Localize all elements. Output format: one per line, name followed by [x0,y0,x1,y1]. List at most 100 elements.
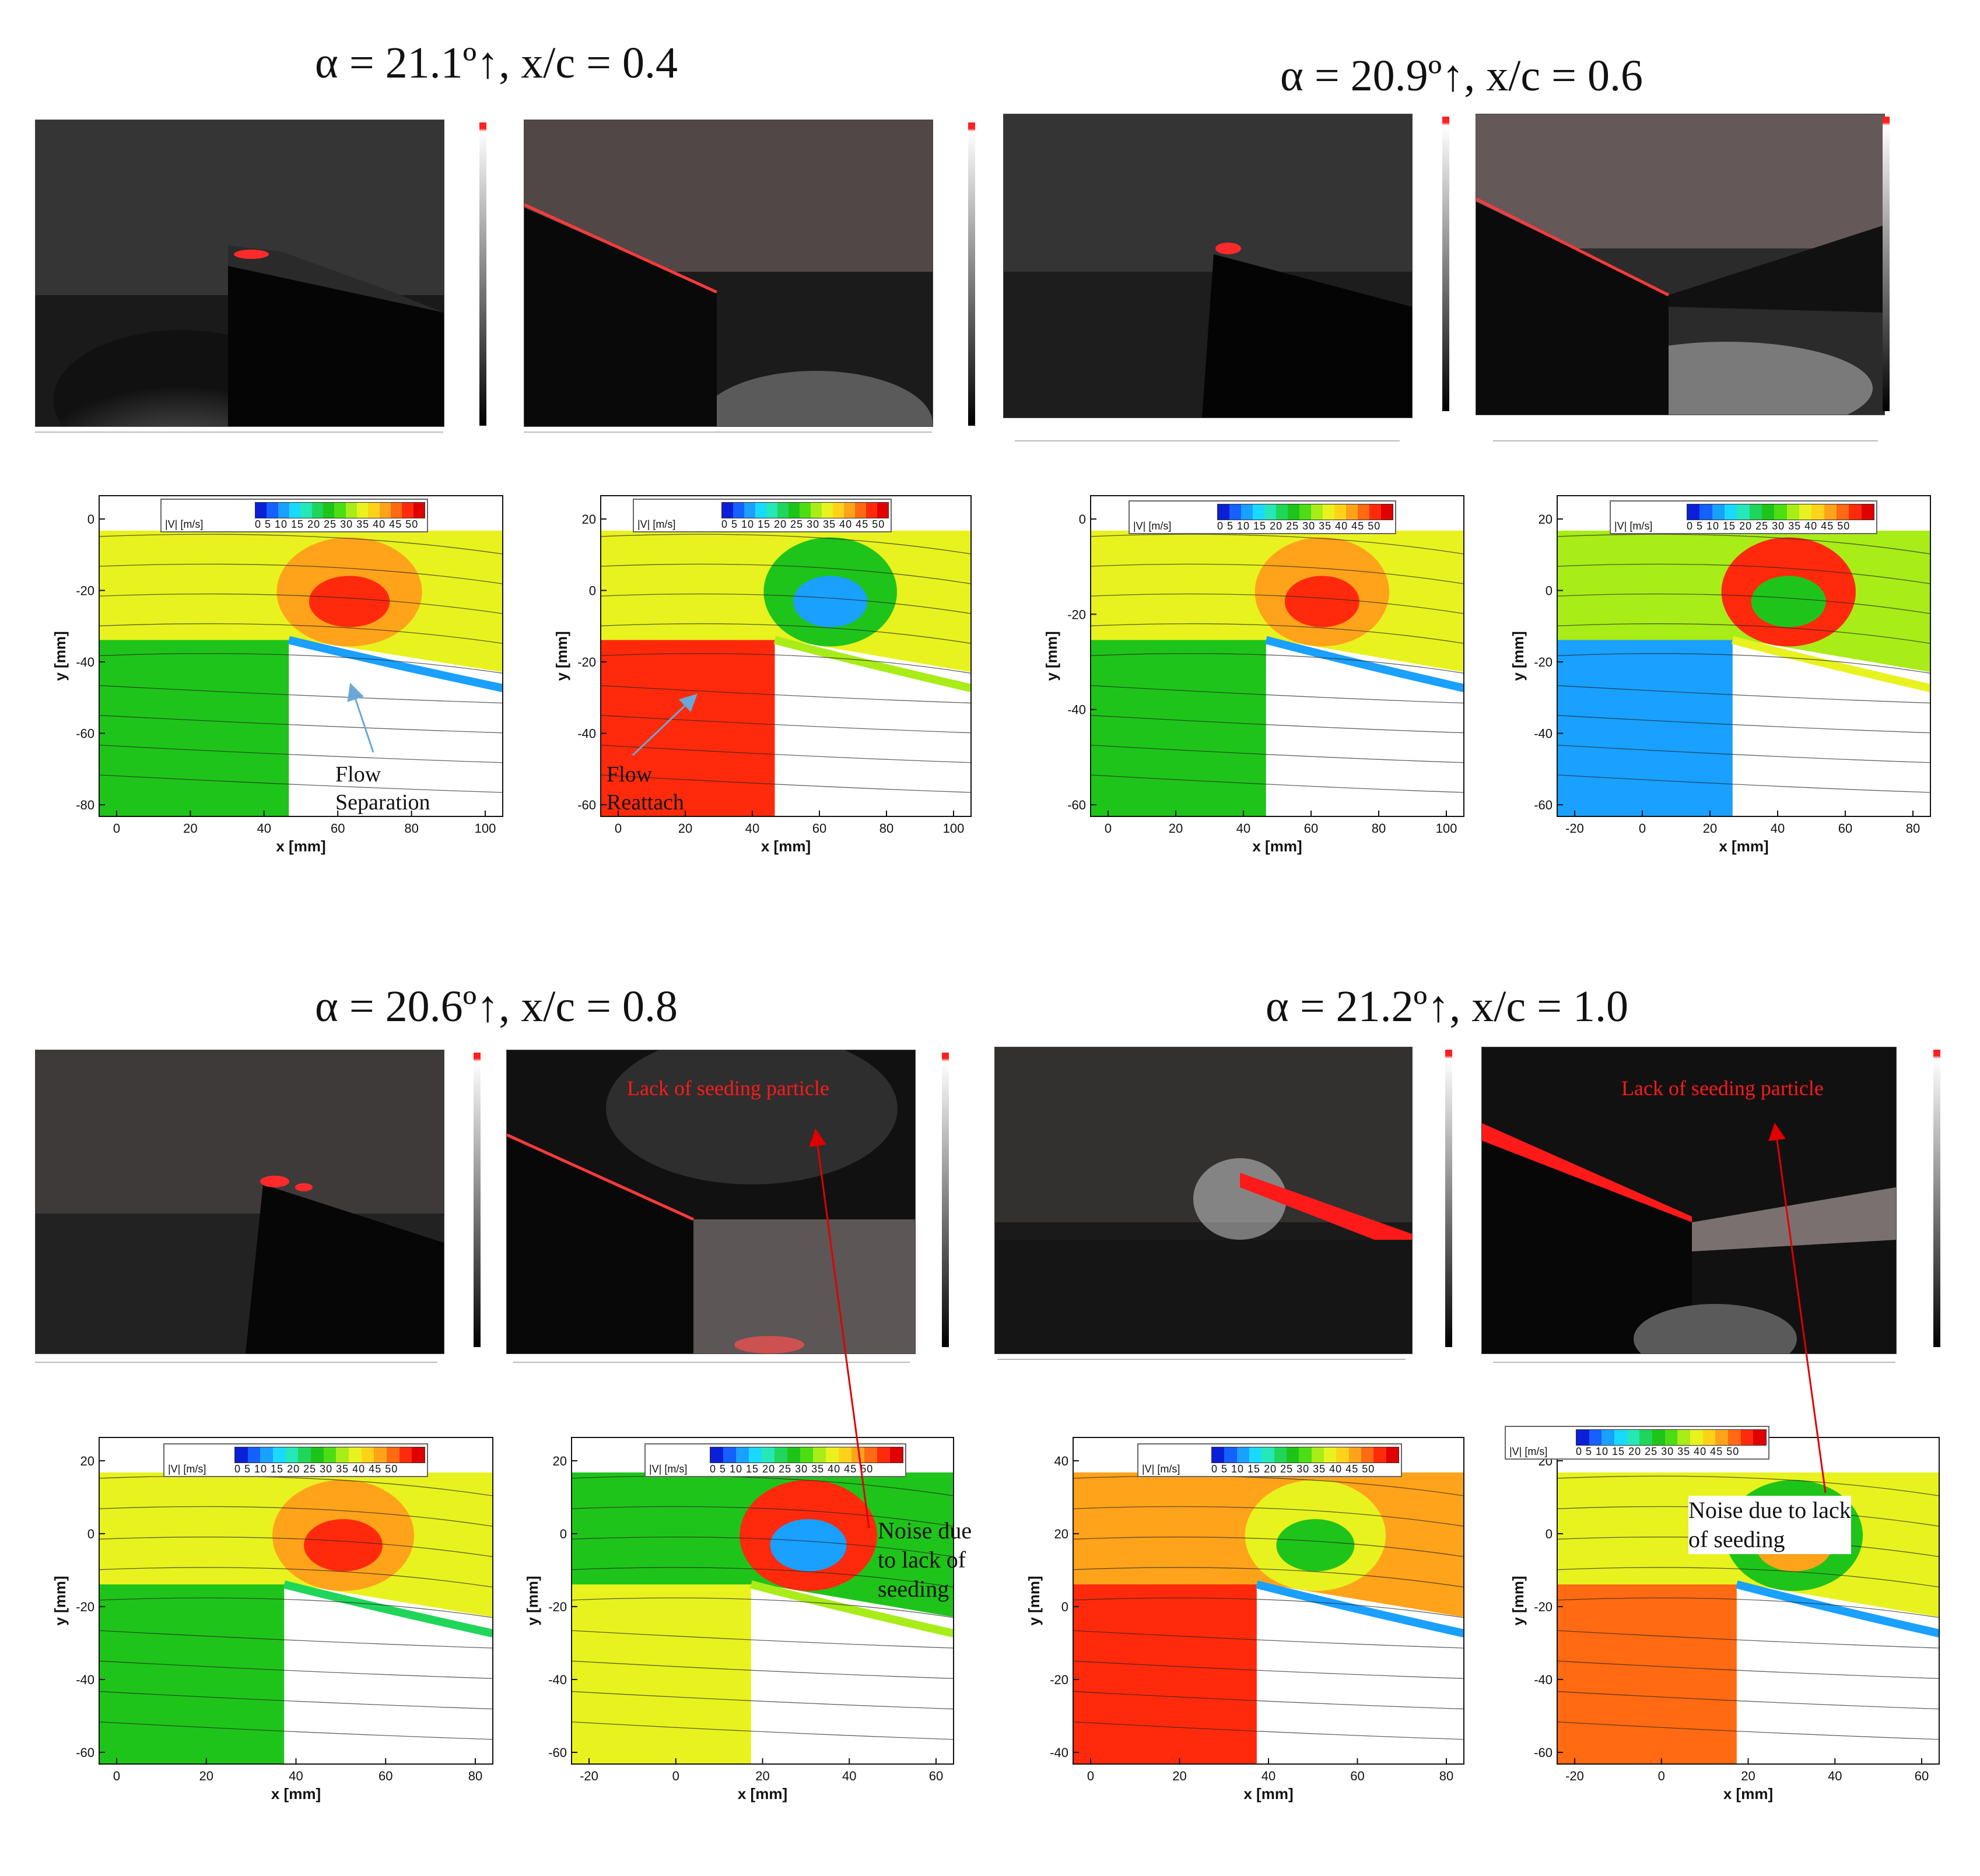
legend-swatch [412,1447,425,1463]
y-tick-label: -20 [76,584,94,598]
noise-label-1: Noise due to lack of seeding [878,1517,972,1602]
legend-swatch [255,503,267,518]
legend-swatch [1253,504,1264,520]
legend-swatch [1288,504,1299,520]
legend-swatch [1236,1447,1249,1463]
streamline [99,593,503,614]
block-title-1: α = 21.1º↑, x/c = 0.4 [315,38,678,87]
y-axis-label: y [mm] [553,631,570,681]
x-tick-label: 40 [289,1769,303,1783]
y-axis-label: y [mm] [1043,631,1060,681]
legend-swatch [300,503,312,518]
legend-swatch [1849,504,1862,520]
legend-swatch [1774,504,1787,520]
streamline [1557,774,1931,793]
x-tick-label: 20 [1741,1769,1755,1783]
x-tick-label: 60 [1915,1769,1929,1783]
flow-reattach-label: Flow Reattach [607,762,684,815]
legend-swatch [1690,1430,1703,1445]
legend-swatch [390,503,402,518]
flow-separation-label: Flow Separation [335,762,430,815]
legend-swatch [722,503,733,518]
photo-scale-7 [997,1359,1406,1365]
legend-swatch [311,1447,324,1463]
streamline [99,1537,493,1558]
legend-swatch [278,503,289,518]
streamline [99,685,503,704]
legend-swatch [285,1447,299,1463]
legend-swatch [736,1447,749,1463]
streamline [1557,715,1931,734]
legend-swatch [866,503,877,518]
legend-swatch [1589,1430,1602,1445]
photo-colorbar-8 [1933,1050,1940,1347]
legend-color-bar [1211,1447,1399,1463]
y-tick-label: 20 [80,1454,94,1468]
legend-swatch [1836,504,1849,520]
contour-region [1091,640,1266,816]
legend-swatch [1687,504,1700,520]
velocity-plot-4: -20 0 20 40 60 80 20 0 -20 -40 -60 x [mm] y [mm] [1509,484,1936,857]
contour-region [1751,576,1826,627]
y-tick-label: -40 [1050,1745,1068,1760]
velocity-legend-1: |V| [m/s] 0 5 10 15 20 25 30 35 40 45 50 [160,499,428,532]
streamline [99,534,503,555]
x-tick-label: -20 [1565,1769,1584,1783]
legend-swatch [1334,504,1346,520]
x-tick-label: 100 [943,821,965,836]
legend-swatch [1576,1430,1589,1445]
contour-region [572,1584,751,1764]
legend-swatch [1724,504,1737,520]
streamline [99,623,503,644]
y-tick-label: 20 [582,512,596,527]
legend-swatch [766,503,777,518]
x-tick-label: 100 [475,821,496,836]
contour-region [99,1584,285,1764]
x-tick-label: 80 [1906,821,1920,836]
velocity-legend-5: |V| [m/s] 0 5 10 15 20 25 30 35 40 45 50 [163,1443,428,1477]
streamline [1557,623,1931,644]
x-tick-label: 80 [879,821,893,836]
legend-swatch [1286,1447,1299,1463]
legend-swatch [1348,1447,1361,1463]
y-tick-label: -60 [548,1745,567,1760]
legend-swatch [839,1447,851,1463]
legend-swatch [1740,1430,1754,1445]
streamline [1557,1597,1940,1618]
legend-swatch [399,1447,412,1463]
shear-layer [1265,636,1465,692]
streamline [99,1567,493,1588]
streamline [1090,745,1464,763]
legend-swatch [1811,504,1824,520]
y-tick-label: -60 [577,798,596,812]
x-axis-label: x [mm] [1252,837,1302,855]
x-tick-label: 40 [1236,821,1250,836]
y-tick-label: 0 [1546,584,1553,598]
velocity-plot-5: 0 20 40 60 80 20 0 -20 -40 -60 x [mm] y [mm] [51,1426,499,1805]
x-tick-label: 60 [331,821,345,836]
legend-swatch [1373,1447,1386,1463]
y-tick-label: -20 [76,1600,94,1614]
legend-swatch [710,1447,723,1463]
legend-swatch [777,503,789,518]
x-tick-label: 0 [672,1769,679,1783]
legend-swatch [1229,504,1241,520]
streamline [600,623,972,644]
streamline [99,653,503,674]
y-tick-label: 0 [1546,1527,1553,1541]
legend-swatch [334,503,346,518]
flow-photo-7 [994,1047,1413,1354]
plot-frame [1557,495,1931,817]
x-tick-label: -20 [580,1769,598,1783]
legend-color-bar [1687,504,1874,520]
legend-swatch [844,503,855,518]
plot-canvas: -20 0 20 40 60 80 20 0 -20 -40 -60 x [mm] y [mm] [1509,495,1932,855]
streamline [571,1721,954,1740]
streamline [1557,745,1931,763]
y-tick-label: -60 [76,727,94,741]
legend-swatch [749,1447,762,1463]
x-tick-label: 0 [615,821,622,836]
x-tick-label: 60 [812,821,826,836]
streamline [1557,1475,1940,1496]
